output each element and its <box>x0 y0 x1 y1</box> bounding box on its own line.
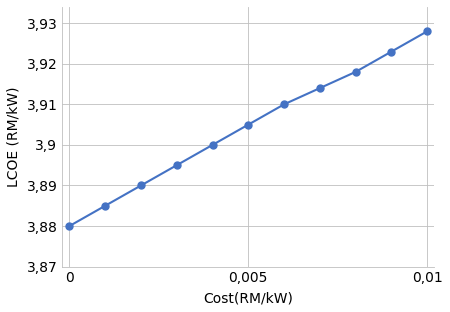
X-axis label: Cost(RM/kW): Cost(RM/kW) <box>203 291 293 305</box>
Y-axis label: LCOE (RM/kW): LCOE (RM/kW) <box>7 86 21 187</box>
